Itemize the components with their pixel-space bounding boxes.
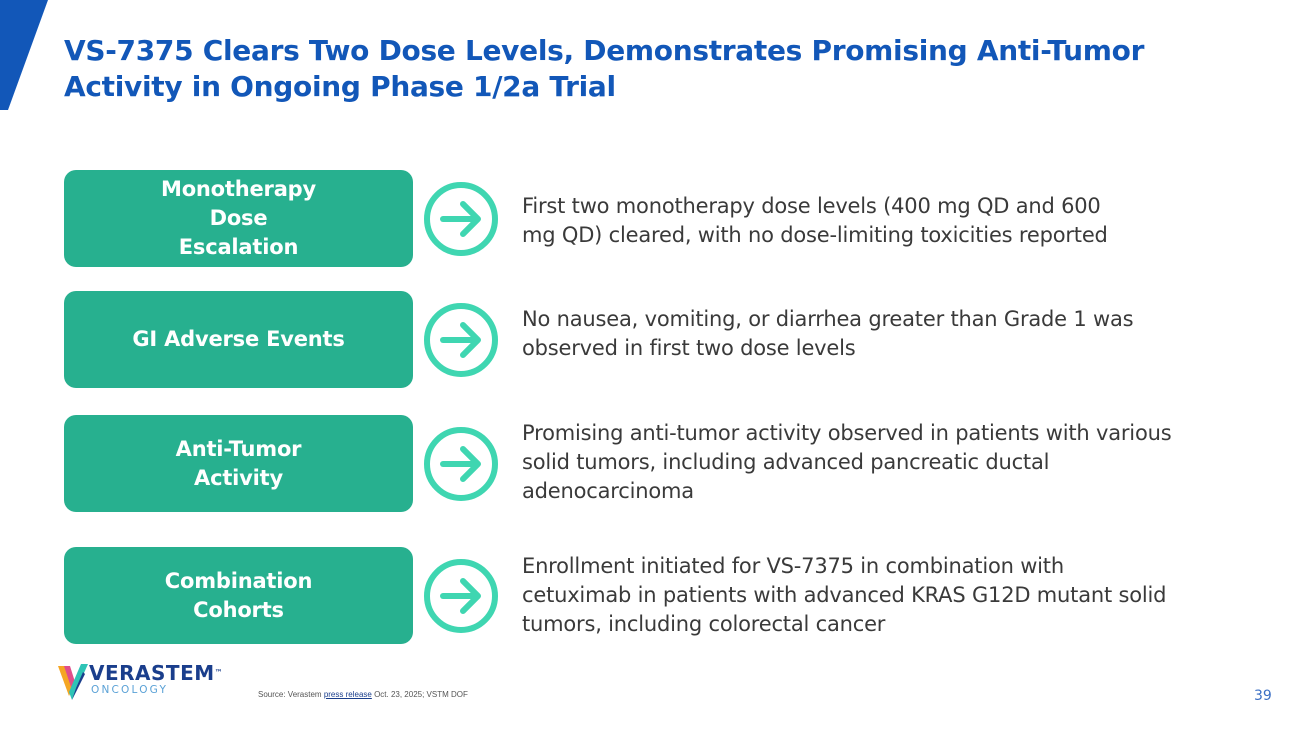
row-description: Enrollment initiated for VS-7375 in comb… xyxy=(522,552,1222,639)
desc-line: adenocarcinoma xyxy=(522,479,694,503)
label-pill: Monotherapy Dose Escalation xyxy=(64,170,413,267)
row-monotherapy-dose-escalation: Monotherapy Dose Escalation First two mo… xyxy=(64,170,1244,268)
logo-wordmark: VERASTEM™ xyxy=(89,661,224,685)
verastem-v-logo-icon xyxy=(58,664,88,700)
row-combination-cohorts: Combination Cohorts Enrollment initiated… xyxy=(64,547,1244,645)
desc-line: tumors, including colorectal cancer xyxy=(522,612,886,636)
arrow-right-circle-icon xyxy=(424,427,498,501)
label-pill: Anti-Tumor Activity xyxy=(64,415,413,512)
desc-line: cetuximab in patients with advanced KRAS… xyxy=(522,583,1167,607)
pill-label-line: Combination Cohorts xyxy=(164,568,313,622)
arrow-right-circle-icon xyxy=(424,303,498,377)
slide-title: VS-7375 Clears Two Dose Levels, Demonstr… xyxy=(64,33,1244,105)
source-note: Source: Verastem press release Oct. 23, … xyxy=(258,690,468,699)
row-gi-adverse-events: GI Adverse Events No nausea, vomiting, o… xyxy=(64,291,1244,389)
pill-label-line: Escalation xyxy=(178,235,299,259)
verastem-oncology-logo: VERASTEM™ ONCOLOGY xyxy=(58,660,223,702)
title-line-2: Activity in Ongoing Phase 1/2a Trial xyxy=(64,70,616,103)
page-number: 39 xyxy=(1254,688,1272,704)
row-description: Promising anti-tumor activity observed i… xyxy=(522,419,1222,506)
desc-line: solid tumors, including advanced pancrea… xyxy=(522,450,1050,474)
label-pill: Combination Cohorts xyxy=(64,547,413,644)
row-anti-tumor-activity: Anti-Tumor Activity Promising anti-tumor… xyxy=(64,415,1244,513)
row-description: No nausea, vomiting, or diarrhea greater… xyxy=(522,305,1222,363)
press-release-link[interactable]: press release xyxy=(323,690,372,699)
desc-line: Promising anti-tumor activity observed i… xyxy=(522,421,1172,445)
desc-line: No nausea, vomiting, or diarrhea greater… xyxy=(522,307,1134,331)
logo-subtitle: ONCOLOGY xyxy=(91,684,169,696)
desc-line: observed in first two dose levels xyxy=(522,336,856,360)
desc-line: First two monotherapy dose levels (400 m… xyxy=(522,194,1101,218)
pill-label-line: Monotherapy Dose xyxy=(161,177,316,230)
desc-line: Enrollment initiated for VS-7375 in comb… xyxy=(522,554,1064,578)
arrow-right-circle-icon xyxy=(424,182,498,256)
source-prefix: Source: Verastem xyxy=(258,690,324,699)
corner-accent-bar xyxy=(0,0,48,110)
arrow-right-circle-icon xyxy=(424,559,498,633)
desc-line: mg QD) cleared, with no dose-limiting to… xyxy=(522,223,1108,247)
source-suffix: Oct. 23, 2025; VSTM DOF xyxy=(371,690,468,699)
label-pill: GI Adverse Events xyxy=(64,291,413,388)
title-line-1: VS-7375 Clears Two Dose Levels, Demonstr… xyxy=(64,34,1145,67)
pill-label-line: Anti-Tumor Activity xyxy=(175,436,302,490)
pill-label-line: GI Adverse Events xyxy=(132,327,345,351)
row-description: First two monotherapy dose levels (400 m… xyxy=(522,192,1222,250)
